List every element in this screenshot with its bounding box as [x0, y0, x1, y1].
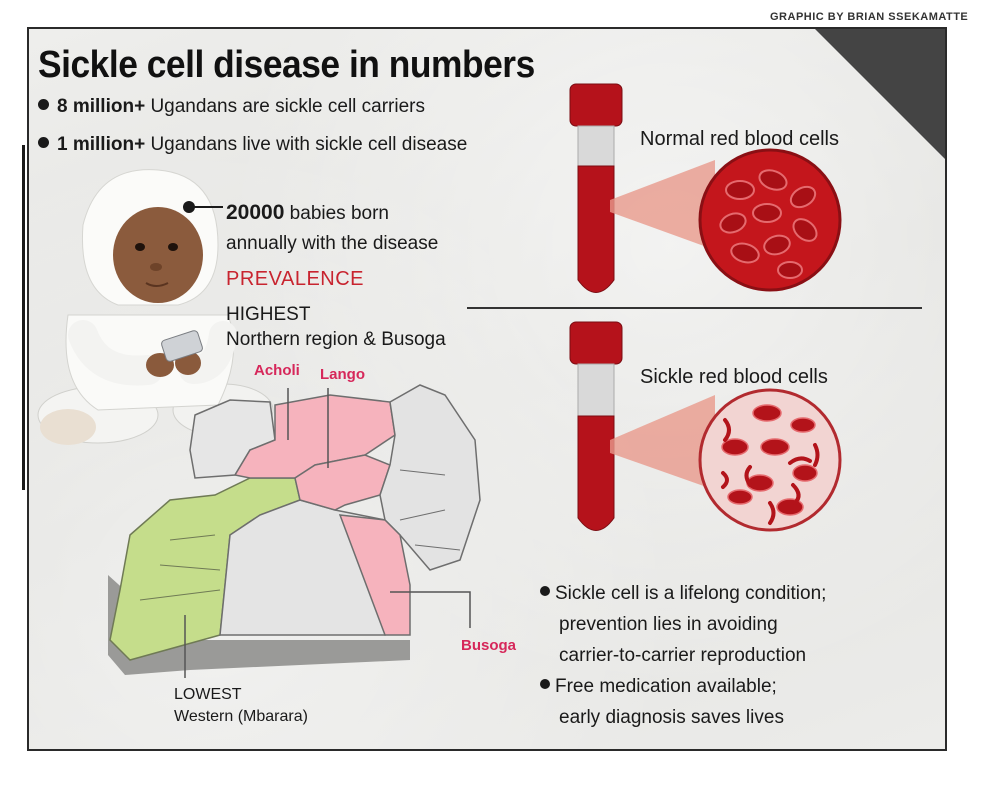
map-label-acholi: Acholi	[254, 362, 300, 379]
lowest-regions: Western (Mbarara)	[174, 708, 308, 725]
babies-pointer-line	[193, 206, 223, 208]
section-divider	[467, 307, 922, 309]
normal-zoom-beam	[610, 160, 715, 250]
bullet-icon	[540, 679, 550, 689]
bullet-icon	[540, 586, 550, 596]
prevalence-lowest: LOWEST Western (Mbarara)	[174, 684, 308, 728]
bullet-icon	[38, 99, 49, 110]
babies-number: 20000	[226, 201, 285, 224]
note-lifelong-line-2: prevention lies in avoiding	[559, 614, 778, 635]
note-lifelong-line-1: Sickle cell is a lifelong condition;	[555, 583, 827, 604]
stat-carriers-text: Ugandans are sickle cell carriers	[145, 96, 426, 117]
page-title: Sickle cell disease in numbers	[38, 44, 535, 86]
key-notes: Sickle cell is a lifelong condition; pre…	[540, 578, 826, 733]
sickle-cells-label: Sickle red blood cells	[640, 366, 828, 388]
note-lifelong-line-3: carrier-to-carrier reproduction	[559, 645, 807, 666]
prevalence-heading: PREVALENCE	[226, 268, 365, 290]
stat-carriers: 8 million+ Ugandans are sickle cell carr…	[38, 96, 425, 118]
uganda-map	[108, 384, 481, 678]
note-medication: Free medication available;	[540, 671, 826, 702]
prevalence-highest: HIGHEST Northern region & Busoga	[226, 302, 446, 352]
normal-blood-tube	[569, 83, 623, 293]
lowest-label: LOWEST	[174, 686, 242, 703]
stat-patients: 1 million+ Ugandans live with sickle cel…	[38, 134, 467, 156]
note-medication-line-2: early diagnosis saves lives	[559, 707, 784, 728]
bullet-icon	[38, 137, 49, 148]
babies-stat: 20000 babies born annually with the dise…	[226, 198, 438, 259]
highest-label: HIGHEST	[226, 304, 311, 325]
stat-carriers-number: 8 million+	[57, 96, 146, 117]
sickle-cells-magnified	[698, 388, 842, 532]
map-label-busoga: Busoga	[461, 637, 517, 654]
sickle-zoom-beam	[610, 395, 715, 490]
note-medication-line-1: Free medication available;	[555, 676, 777, 697]
stat-patients-number: 1 million+	[57, 134, 146, 155]
sickle-blood-tube	[569, 321, 623, 531]
graphic-credit: GRAPHIC BY BRIAN SSEKAMATTE	[770, 11, 969, 23]
normal-cells-label: Normal red blood cells	[640, 128, 839, 150]
note-lifelong: Sickle cell is a lifelong condition;	[540, 578, 826, 609]
left-accent-rule	[22, 145, 25, 490]
map-label-lango: Lango	[320, 366, 365, 383]
highest-regions: Northern region & Busoga	[226, 329, 446, 350]
baby-illustration	[37, 169, 274, 445]
babies-text-2: annually with the disease	[226, 233, 439, 254]
normal-cells-magnified	[698, 148, 842, 292]
babies-text-1: babies born	[284, 203, 389, 224]
babies-pointer-dot	[183, 201, 195, 213]
stat-patients-text: Ugandans live with sickle cell disease	[145, 134, 468, 155]
corner-decoration	[815, 29, 945, 159]
